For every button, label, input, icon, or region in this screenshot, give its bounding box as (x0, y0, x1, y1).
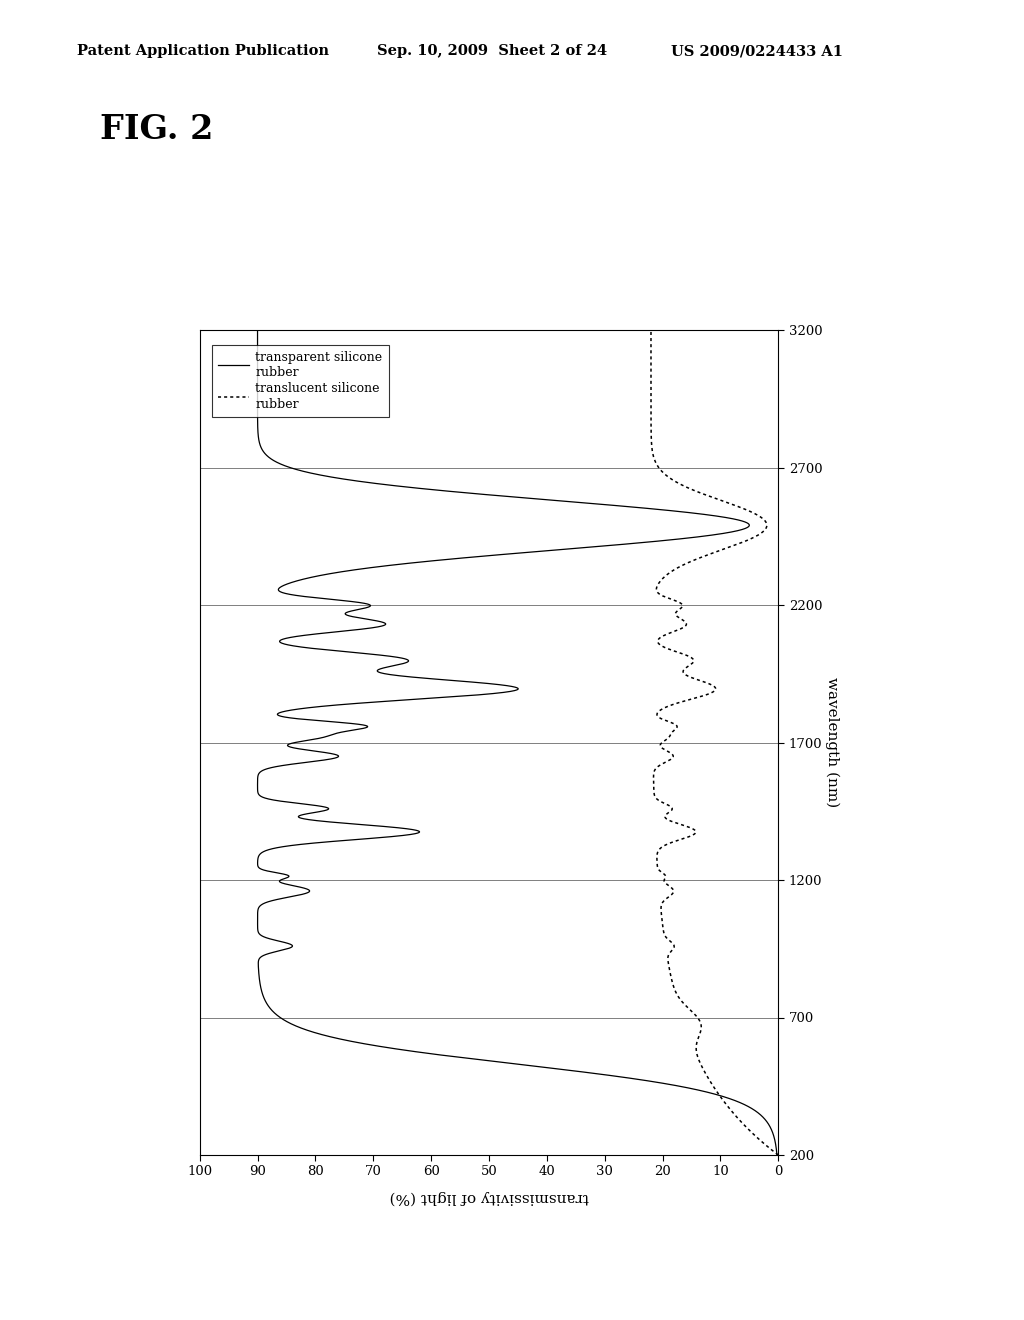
translucent silicone
rubber (772, 1147, 784, 1163)
Text: US 2009/0224433 A1: US 2009/0224433 A1 (671, 45, 843, 58)
translucent silicone
rubber (674, 611, 686, 627)
Line: translucent silicone
rubber: translucent silicone rubber (651, 330, 778, 1155)
transparent silicone
rubber (347, 832, 359, 847)
transparent silicone
rubber (324, 469, 336, 484)
translucent silicone
rubber (674, 832, 686, 847)
Text: Sep. 10, 2009  Sheet 2 of 24: Sep. 10, 2009 Sheet 2 of 24 (377, 45, 607, 58)
translucent silicone
rubber (743, 532, 756, 548)
Line: transparent silicone
rubber: transparent silicone rubber (258, 330, 777, 1155)
Text: FIG. 2: FIG. 2 (100, 112, 214, 145)
transparent silicone
rubber (771, 1147, 783, 1163)
transparent silicone
rubber (356, 611, 369, 627)
translucent silicone
rubber (645, 322, 657, 338)
X-axis label: transmissivity of light (%): transmissivity of light (%) (389, 1189, 589, 1204)
Y-axis label: wavelength (nm): wavelength (nm) (824, 677, 839, 808)
transparent silicone
rubber (252, 322, 264, 338)
transparent silicone
rubber (669, 532, 681, 548)
transparent silicone
rubber (402, 652, 415, 668)
transparent silicone
rubber (262, 997, 274, 1012)
translucent silicone
rubber (679, 997, 691, 1012)
Legend: transparent silicone
rubber, translucent silicone
rubber: transparent silicone rubber, translucent… (212, 345, 389, 417)
translucent silicone
rubber (687, 652, 699, 668)
translucent silicone
rubber (662, 469, 674, 484)
Text: Patent Application Publication: Patent Application Publication (77, 45, 329, 58)
